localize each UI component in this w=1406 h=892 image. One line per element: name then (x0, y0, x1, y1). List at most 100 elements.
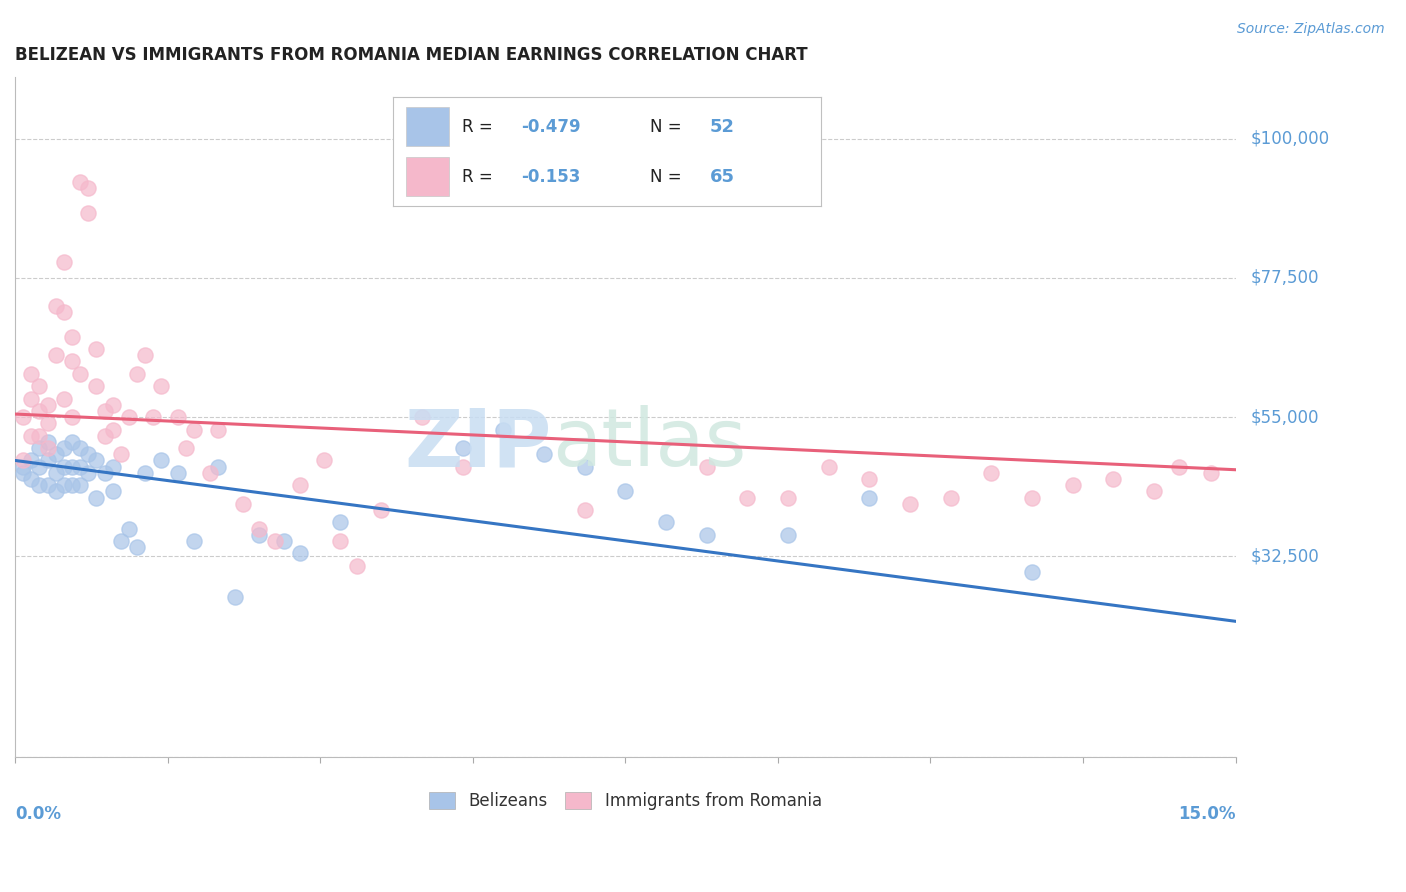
Point (52, 459, 75, 474)
Point (60, 329, 83, 343)
Point (86, 491, 108, 505)
Point (207, 423, 229, 437)
Point (939, 491, 962, 505)
Point (247, 527, 270, 541)
Point (1102, 472, 1125, 486)
Point (174, 441, 197, 455)
Point (45, 348, 67, 362)
Point (1143, 484, 1166, 499)
Point (69, 441, 91, 455)
Point (20, 428, 42, 442)
Point (110, 533, 132, 548)
Point (858, 472, 880, 486)
Point (118, 521, 141, 535)
Point (370, 503, 392, 517)
Point (37, 398, 59, 412)
Point (346, 558, 368, 573)
Point (69, 478, 91, 492)
Point (101, 398, 124, 412)
Point (69, 175, 91, 189)
Point (101, 484, 124, 499)
Point (11, 453, 34, 467)
Point (28, 478, 51, 492)
Point (183, 423, 205, 437)
Point (20, 453, 42, 467)
Point (60, 410, 83, 425)
Point (52, 478, 75, 492)
Point (60, 434, 83, 449)
Point (451, 459, 474, 474)
Text: 0.0%: 0.0% (15, 805, 60, 823)
Text: atlas: atlas (553, 405, 747, 483)
Point (69, 367, 91, 381)
Point (101, 459, 124, 474)
Point (1199, 466, 1222, 480)
Point (166, 466, 188, 480)
Point (77, 466, 100, 480)
Point (86, 453, 108, 467)
Point (142, 410, 165, 425)
Point (45, 484, 67, 499)
Text: ZIP: ZIP (405, 405, 553, 483)
Point (776, 527, 799, 541)
Point (37, 441, 59, 455)
Point (150, 453, 173, 467)
Point (655, 516, 678, 530)
Text: $77,500: $77,500 (1250, 269, 1319, 287)
Point (574, 503, 596, 517)
Point (696, 527, 718, 541)
Point (20, 392, 42, 406)
Text: $32,500: $32,500 (1250, 548, 1319, 566)
Point (150, 379, 173, 393)
Point (11, 466, 34, 480)
Legend: Belizeans, Immigrants from Romania: Belizeans, Immigrants from Romania (422, 786, 828, 817)
Point (45, 447, 67, 461)
Point (314, 453, 336, 467)
Point (696, 459, 718, 474)
Point (264, 533, 287, 548)
Point (52, 392, 75, 406)
Point (183, 533, 205, 548)
Point (37, 417, 59, 431)
Point (77, 206, 100, 220)
Point (207, 459, 229, 474)
Point (52, 305, 75, 319)
Point (101, 423, 124, 437)
Point (37, 478, 59, 492)
Point (134, 348, 156, 362)
Point (200, 466, 222, 480)
Point (28, 379, 51, 393)
Point (93, 404, 115, 418)
Point (28, 441, 51, 455)
Point (93, 466, 115, 480)
Point (1021, 565, 1043, 579)
Point (288, 478, 311, 492)
Point (1021, 491, 1043, 505)
Point (60, 354, 83, 368)
Point (69, 459, 91, 474)
Point (134, 466, 156, 480)
Point (451, 441, 474, 455)
Point (247, 521, 270, 535)
Point (817, 459, 839, 474)
Point (20, 367, 42, 381)
Text: $55,000: $55,000 (1250, 409, 1319, 426)
Point (118, 410, 141, 425)
Point (11, 410, 34, 425)
Point (125, 367, 148, 381)
Point (329, 533, 352, 548)
Point (77, 447, 100, 461)
Point (28, 404, 51, 418)
Point (11, 459, 34, 474)
Point (858, 491, 880, 505)
Point (77, 181, 100, 195)
Point (28, 428, 51, 442)
Point (20, 472, 42, 486)
Point (60, 459, 83, 474)
Point (52, 255, 75, 269)
Point (411, 410, 433, 425)
Point (60, 478, 83, 492)
Point (37, 434, 59, 449)
Point (614, 484, 637, 499)
Point (86, 342, 108, 356)
